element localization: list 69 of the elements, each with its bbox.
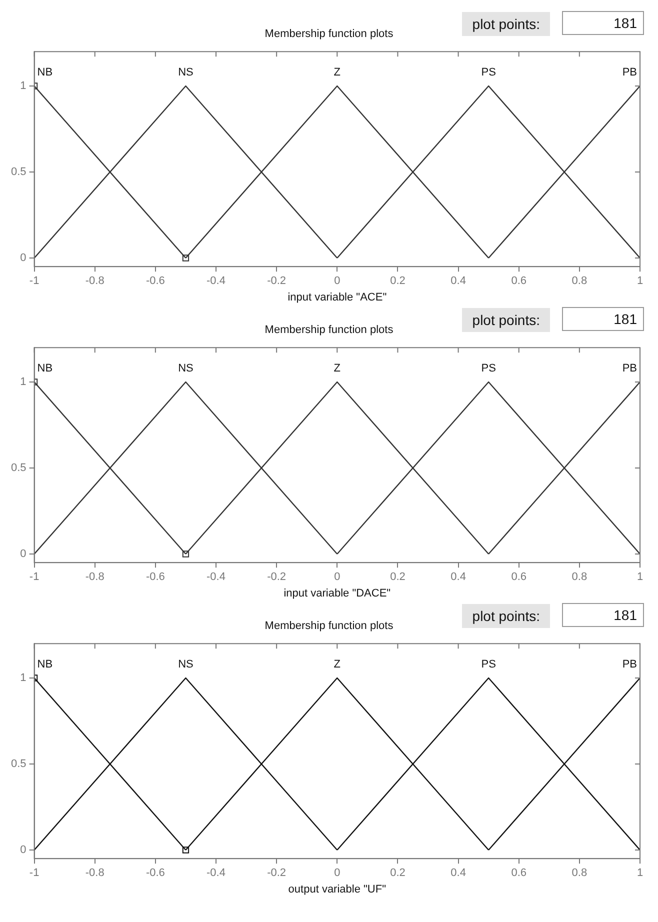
x-tick-label: 0.8 bbox=[572, 275, 588, 288]
x-tick-label: -0.6 bbox=[146, 867, 165, 880]
chart-title: Membership function plots bbox=[264, 620, 394, 632]
x-tick-label: -0.4 bbox=[206, 571, 226, 584]
x-axis-title: output variable "UF" bbox=[288, 883, 386, 896]
series-label: PB bbox=[622, 362, 638, 375]
y-tick-label: 0 bbox=[20, 252, 26, 264]
x-tick-label: 0.6 bbox=[511, 275, 527, 288]
series-label: PB bbox=[622, 658, 638, 671]
text: plot points: bbox=[462, 12, 550, 36]
y-tick-label: 1 bbox=[20, 80, 26, 92]
x-tick-label: -1 bbox=[29, 867, 40, 880]
x-axis-title: input variable "DACE" bbox=[284, 587, 391, 600]
x-tick-label: 1 bbox=[636, 571, 644, 584]
series-label: NS bbox=[178, 66, 194, 79]
x-tick-label: -0.8 bbox=[85, 571, 104, 584]
x-tick-label: 0.8 bbox=[572, 571, 588, 584]
series-label: Z bbox=[334, 362, 341, 375]
x-tick-label: -0.4 bbox=[206, 275, 226, 288]
x-tick-label: -1 bbox=[29, 275, 40, 288]
x-tick-label: 0.6 bbox=[511, 571, 527, 584]
y-tick-label: 0 bbox=[20, 548, 26, 560]
series-label: PS bbox=[481, 66, 496, 79]
series-label: Z bbox=[334, 66, 341, 79]
series-label: NB bbox=[37, 658, 53, 671]
x-tick-label: -0.2 bbox=[267, 571, 286, 584]
x-tick-label: 0.2 bbox=[390, 867, 406, 880]
y-tick-label: 1 bbox=[20, 376, 26, 388]
x-tick-label: 0.8 bbox=[572, 867, 588, 880]
x-tick-label: -0.6 bbox=[146, 571, 165, 584]
x-tick-label: 0 bbox=[334, 867, 340, 880]
text-field: 181 bbox=[562, 603, 644, 627]
x-tick-label: 1 bbox=[636, 867, 644, 880]
x-tick-label: 0.4 bbox=[450, 275, 466, 288]
x-tick-label: 0.2 bbox=[390, 275, 406, 288]
x-tick-label: -0.8 bbox=[85, 275, 104, 288]
x-tick-label: -0.2 bbox=[267, 275, 286, 288]
x-tick-label: -1 bbox=[29, 571, 40, 584]
y-tick-label: 1 bbox=[20, 672, 26, 684]
series-label: PS bbox=[481, 658, 496, 671]
x-tick-label: -0.8 bbox=[85, 867, 104, 880]
y-tick-label: 0.5 bbox=[10, 462, 26, 474]
series-label: PB bbox=[622, 66, 638, 79]
series-label: Z bbox=[334, 658, 341, 671]
y-tick-label: 0.5 bbox=[10, 166, 26, 178]
series-label: NB bbox=[37, 362, 53, 375]
series-label: NB bbox=[37, 66, 53, 79]
x-tick-label: -0.4 bbox=[206, 867, 226, 880]
series-label: NS bbox=[178, 362, 194, 375]
chart-title: Membership function plots bbox=[264, 324, 394, 336]
y-tick-label: 0.5 bbox=[10, 758, 26, 770]
x-tick-label: 0 bbox=[334, 571, 340, 584]
series-label: PS bbox=[481, 362, 496, 375]
text-field: 181 bbox=[562, 307, 644, 331]
chart-title: Membership function plots bbox=[264, 28, 394, 40]
x-tick-label: 0 bbox=[334, 275, 340, 288]
x-axis-title: input variable "ACE" bbox=[288, 291, 387, 304]
x-tick-label: 0.4 bbox=[450, 867, 466, 880]
text: plot points: bbox=[462, 604, 550, 628]
x-tick-label: 0.6 bbox=[511, 867, 527, 880]
x-tick-label: -0.2 bbox=[267, 867, 286, 880]
y-tick-label: 0 bbox=[20, 844, 26, 856]
text-field: 181 bbox=[562, 11, 644, 35]
series-label: NS bbox=[178, 658, 194, 671]
x-tick-label: 0.4 bbox=[450, 571, 466, 584]
x-tick-label: -0.6 bbox=[146, 275, 165, 288]
text: plot points: bbox=[462, 308, 550, 332]
x-tick-label: 1 bbox=[636, 275, 644, 288]
x-tick-label: 0.2 bbox=[390, 571, 406, 584]
